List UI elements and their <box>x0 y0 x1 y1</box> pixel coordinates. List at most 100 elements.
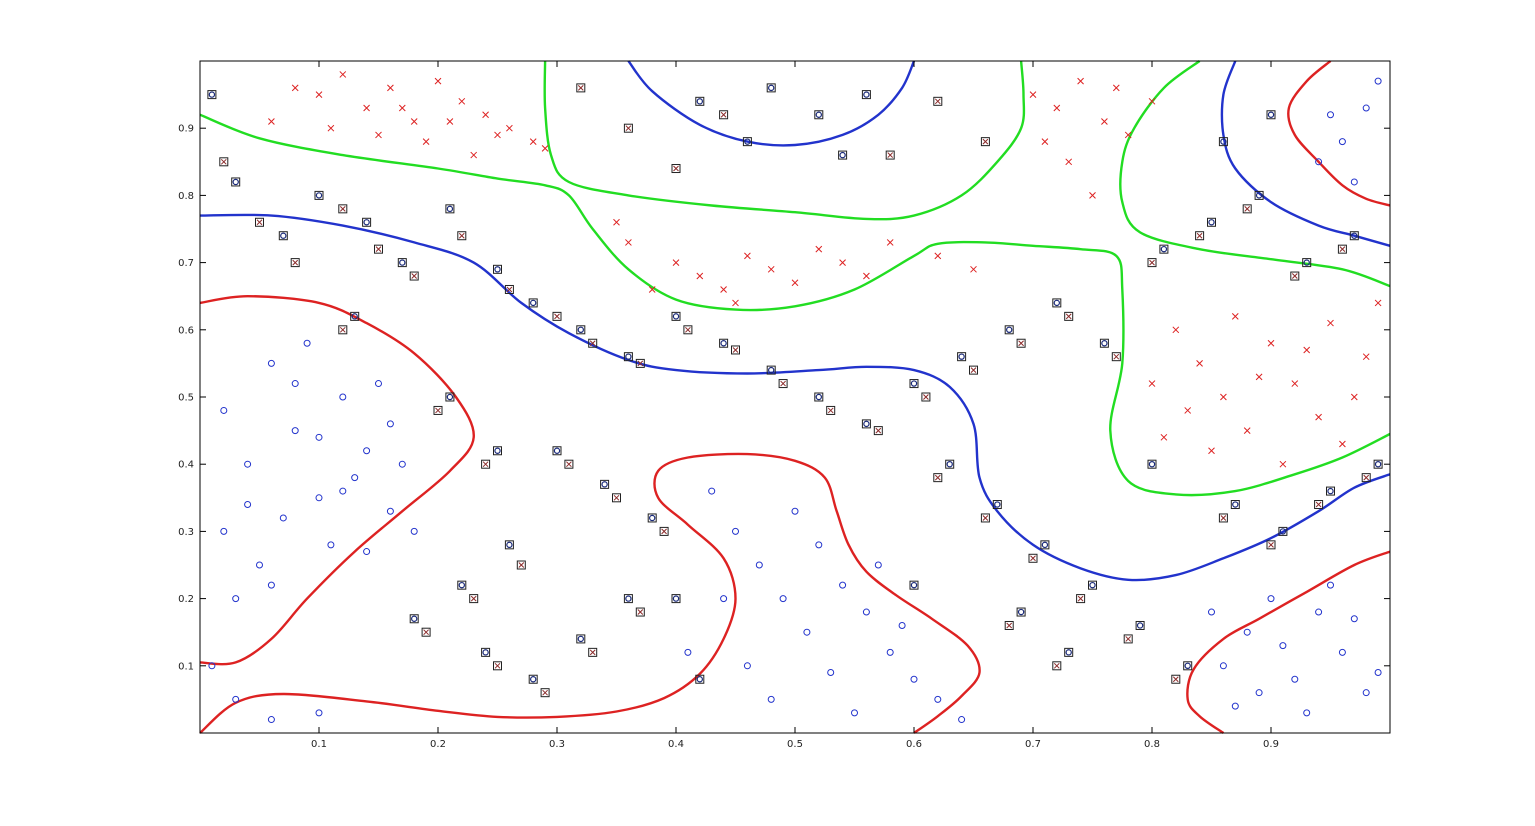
axis-ticks: 0.1 0.2 0.3 0.4 0.5 0.6 0.7 0.8 0.9 0.1 0.2 0.3 0.4 0… <box>178 61 1390 750</box>
point-x-20 <box>625 239 632 246</box>
point-x-40 <box>1124 131 1132 139</box>
point-x-18 <box>446 118 454 125</box>
point-boxed-o-32 <box>992 500 1002 510</box>
point-boxed-x-32 <box>980 513 990 523</box>
point-o-28 <box>208 662 216 670</box>
point-boxed-x-48 <box>576 83 586 93</box>
point-boxed-o-7 <box>493 264 502 274</box>
point-boxed-x-6 <box>457 231 467 241</box>
point-x-58 <box>1327 319 1334 327</box>
decision-boundary-0 <box>199 113 1391 497</box>
point-boxed-x-2 <box>290 258 300 268</box>
point-boxed-o-10 <box>623 352 633 362</box>
point-x-19 <box>494 131 501 139</box>
point-o-54 <box>1315 608 1323 616</box>
point-boxed-x-27 <box>493 661 502 671</box>
point-boxed-x-10 <box>635 358 645 368</box>
point-x-59 <box>1208 447 1215 455</box>
point-boxed-o-40 <box>1207 217 1216 227</box>
point-o-17 <box>220 406 228 414</box>
point-o-30 <box>732 527 739 535</box>
point-boxed-o-30 <box>623 594 633 604</box>
point-boxed-x-22 <box>612 493 621 503</box>
point-x-0 <box>315 91 323 98</box>
point-o-9 <box>351 474 359 482</box>
point-o-21 <box>291 380 299 388</box>
point-boxed-o-44 <box>1230 500 1240 510</box>
point-o-13 <box>327 541 335 549</box>
point-x-27 <box>815 245 823 253</box>
point-boxed-o-6 <box>445 204 455 214</box>
point-boxed-x-21 <box>564 459 574 469</box>
point-boxed-x-57 <box>481 459 491 469</box>
point-boxed-o-8 <box>528 298 538 308</box>
point-boxed-x-36 <box>1171 674 1181 684</box>
point-o-56 <box>1362 689 1370 697</box>
y-tick-label-5: 0.6 <box>178 325 194 336</box>
point-boxed-o-52 <box>695 96 705 106</box>
point-o-66 <box>1338 138 1346 146</box>
point-boxed-x-4 <box>374 244 383 254</box>
point-boxed-x-26 <box>421 627 431 637</box>
point-o-5 <box>339 393 347 401</box>
point-boxed-x-56 <box>433 405 443 415</box>
point-boxed-o-3 <box>314 190 324 200</box>
y-tick-label-3: 0.4 <box>178 460 194 471</box>
point-x-15 <box>541 145 549 152</box>
data-points <box>207 71 1383 724</box>
point-x-45 <box>1148 97 1156 105</box>
point-boxed-o-41 <box>1254 190 1264 200</box>
point-boxed-x-0 <box>219 157 229 167</box>
point-o-60 <box>1303 709 1311 717</box>
point-o-23 <box>363 548 371 556</box>
point-o-0 <box>220 527 228 535</box>
point-o-18 <box>267 581 275 589</box>
point-boxed-x-18 <box>1016 338 1026 348</box>
point-boxed-o-39 <box>1159 244 1169 254</box>
point-x-6 <box>458 97 466 105</box>
point-boxed-x-5 <box>409 271 419 281</box>
point-boxed-x-24 <box>516 560 526 570</box>
point-o-33 <box>803 628 811 636</box>
point-x-64 <box>1374 299 1382 307</box>
point-boxed-o-29 <box>576 634 586 644</box>
point-boxed-o-21 <box>552 446 562 456</box>
point-boxed-x-11 <box>683 325 693 335</box>
point-o-4 <box>315 494 323 502</box>
point-o-6 <box>363 447 371 455</box>
point-boxed-o-4 <box>362 217 372 227</box>
point-boxed-o-54 <box>350 311 360 321</box>
point-boxed-o-46 <box>1326 486 1335 496</box>
x-tick-label-7: 0.8 <box>1144 739 1160 750</box>
x-tick-label-3: 0.4 <box>668 739 684 750</box>
point-o-50 <box>1219 662 1227 670</box>
y-tick-label-0: 0.1 <box>178 661 194 672</box>
point-o-10 <box>386 420 394 428</box>
point-x-35 <box>970 265 977 273</box>
point-o-46 <box>958 716 966 724</box>
decision-boundary-8 <box>1186 550 1391 734</box>
point-x-24 <box>744 252 751 260</box>
point-x-53 <box>1339 440 1346 448</box>
point-o-44 <box>851 709 858 717</box>
point-boxed-x-3 <box>338 204 348 214</box>
point-boxed-o-19 <box>1052 298 1062 308</box>
point-boxed-o-49 <box>814 110 824 120</box>
point-o-58 <box>1279 642 1287 650</box>
point-boxed-o-25 <box>457 580 467 590</box>
point-boxed-x-29 <box>588 647 598 657</box>
point-boxed-o-2 <box>278 231 288 241</box>
point-boxed-x-31 <box>933 473 943 483</box>
point-o-3 <box>291 427 299 435</box>
decision-boundary-7 <box>199 452 981 734</box>
point-o-32 <box>779 595 787 603</box>
x-tick-label-1: 0.2 <box>430 739 446 750</box>
decision-boundary-6 <box>199 294 475 666</box>
point-boxed-o-0 <box>207 90 217 100</box>
point-o-40 <box>886 648 894 656</box>
x-tick-label-8: 0.9 <box>1263 739 1279 750</box>
point-o-15 <box>398 460 406 468</box>
point-o-67 <box>1362 104 1370 112</box>
x-tick-label-6: 0.7 <box>1025 739 1041 750</box>
